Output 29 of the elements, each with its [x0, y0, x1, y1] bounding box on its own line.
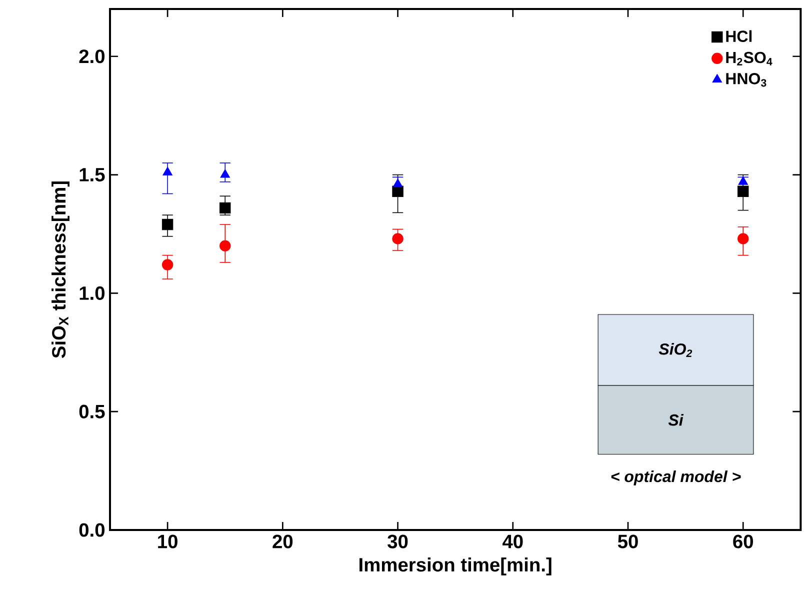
- y-axis-title: SiO$_{X}$ thickness[nm]: [52, 182, 70, 358]
- annotation: Si: [668, 414, 684, 426]
- legend-label: HNO$_{3}$: [726, 73, 766, 87]
- x-axis-title: Immersion time[min.]: [360, 557, 552, 576]
- y-tick-label: 1.0: [80, 286, 105, 300]
- legend-label: H$_{2}$SO$_{4}$: [726, 52, 772, 66]
- y-tick-label: 0.0: [79, 523, 105, 537]
- point: [392, 233, 404, 244]
- x-tick-label: 40: [502, 534, 523, 548]
- y-tick-label: 1.5: [80, 168, 105, 182]
- x-tick-label: 50: [618, 534, 638, 548]
- point: [220, 240, 231, 252]
- x-tick-label: 20: [272, 534, 293, 548]
- x-tick-label: 10: [158, 534, 178, 548]
- point: [392, 186, 404, 197]
- point: [162, 218, 174, 230]
- point: [738, 233, 749, 244]
- point: [738, 186, 749, 197]
- point: [162, 166, 172, 176]
- legend-label: HCl: [726, 30, 752, 42]
- x-tick-label: 30: [388, 534, 408, 548]
- annotation: < optical model >: [611, 470, 741, 486]
- point: [220, 169, 230, 178]
- annotation: SiO$_{2}$: [658, 343, 692, 358]
- y-tick-label: 0.5: [79, 404, 105, 418]
- y-tick-label: 2.0: [79, 50, 105, 64]
- point: [738, 176, 748, 185]
- point: [162, 259, 174, 270]
- x-tick-label: 60: [733, 534, 753, 548]
